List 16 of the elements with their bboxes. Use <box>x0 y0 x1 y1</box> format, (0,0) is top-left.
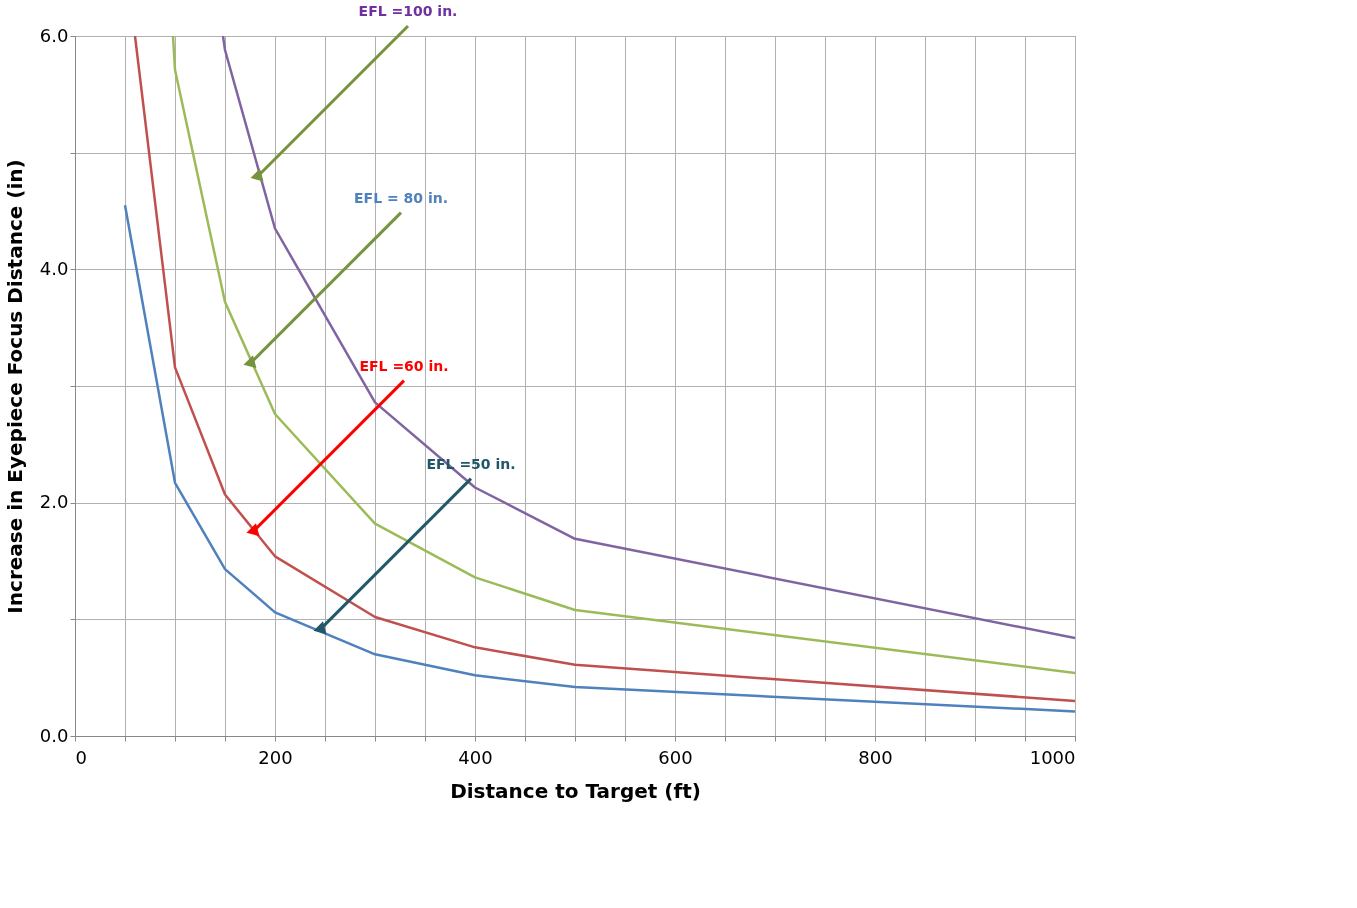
x-tick-label: 800 <box>858 746 893 768</box>
y-tick-label: 4.0 <box>39 257 69 279</box>
annotation: EFL =60 in. <box>359 357 449 374</box>
x-tick-label: 1000 <box>1029 746 1076 768</box>
x-tick-label: 200 <box>258 746 293 768</box>
line-series <box>123 203 1075 713</box>
annotation: EFL = 80 in. <box>354 189 448 206</box>
annotation: EFL =100 in. <box>358 3 458 19</box>
x-tick-label: 0 <box>75 746 87 768</box>
y-axis-title: Increase in Eyepiece Focus Distance (in) <box>2 159 27 614</box>
y-tick-label: 0.0 <box>39 724 69 746</box>
x-tick-label: 400 <box>458 746 493 768</box>
x-axis-title: Distance to Target (ft) <box>450 778 701 803</box>
x-tick-label: 600 <box>658 746 693 768</box>
y-tick-label: 2.0 <box>39 491 69 513</box>
y-tick-label: 6.0 <box>39 24 69 46</box>
